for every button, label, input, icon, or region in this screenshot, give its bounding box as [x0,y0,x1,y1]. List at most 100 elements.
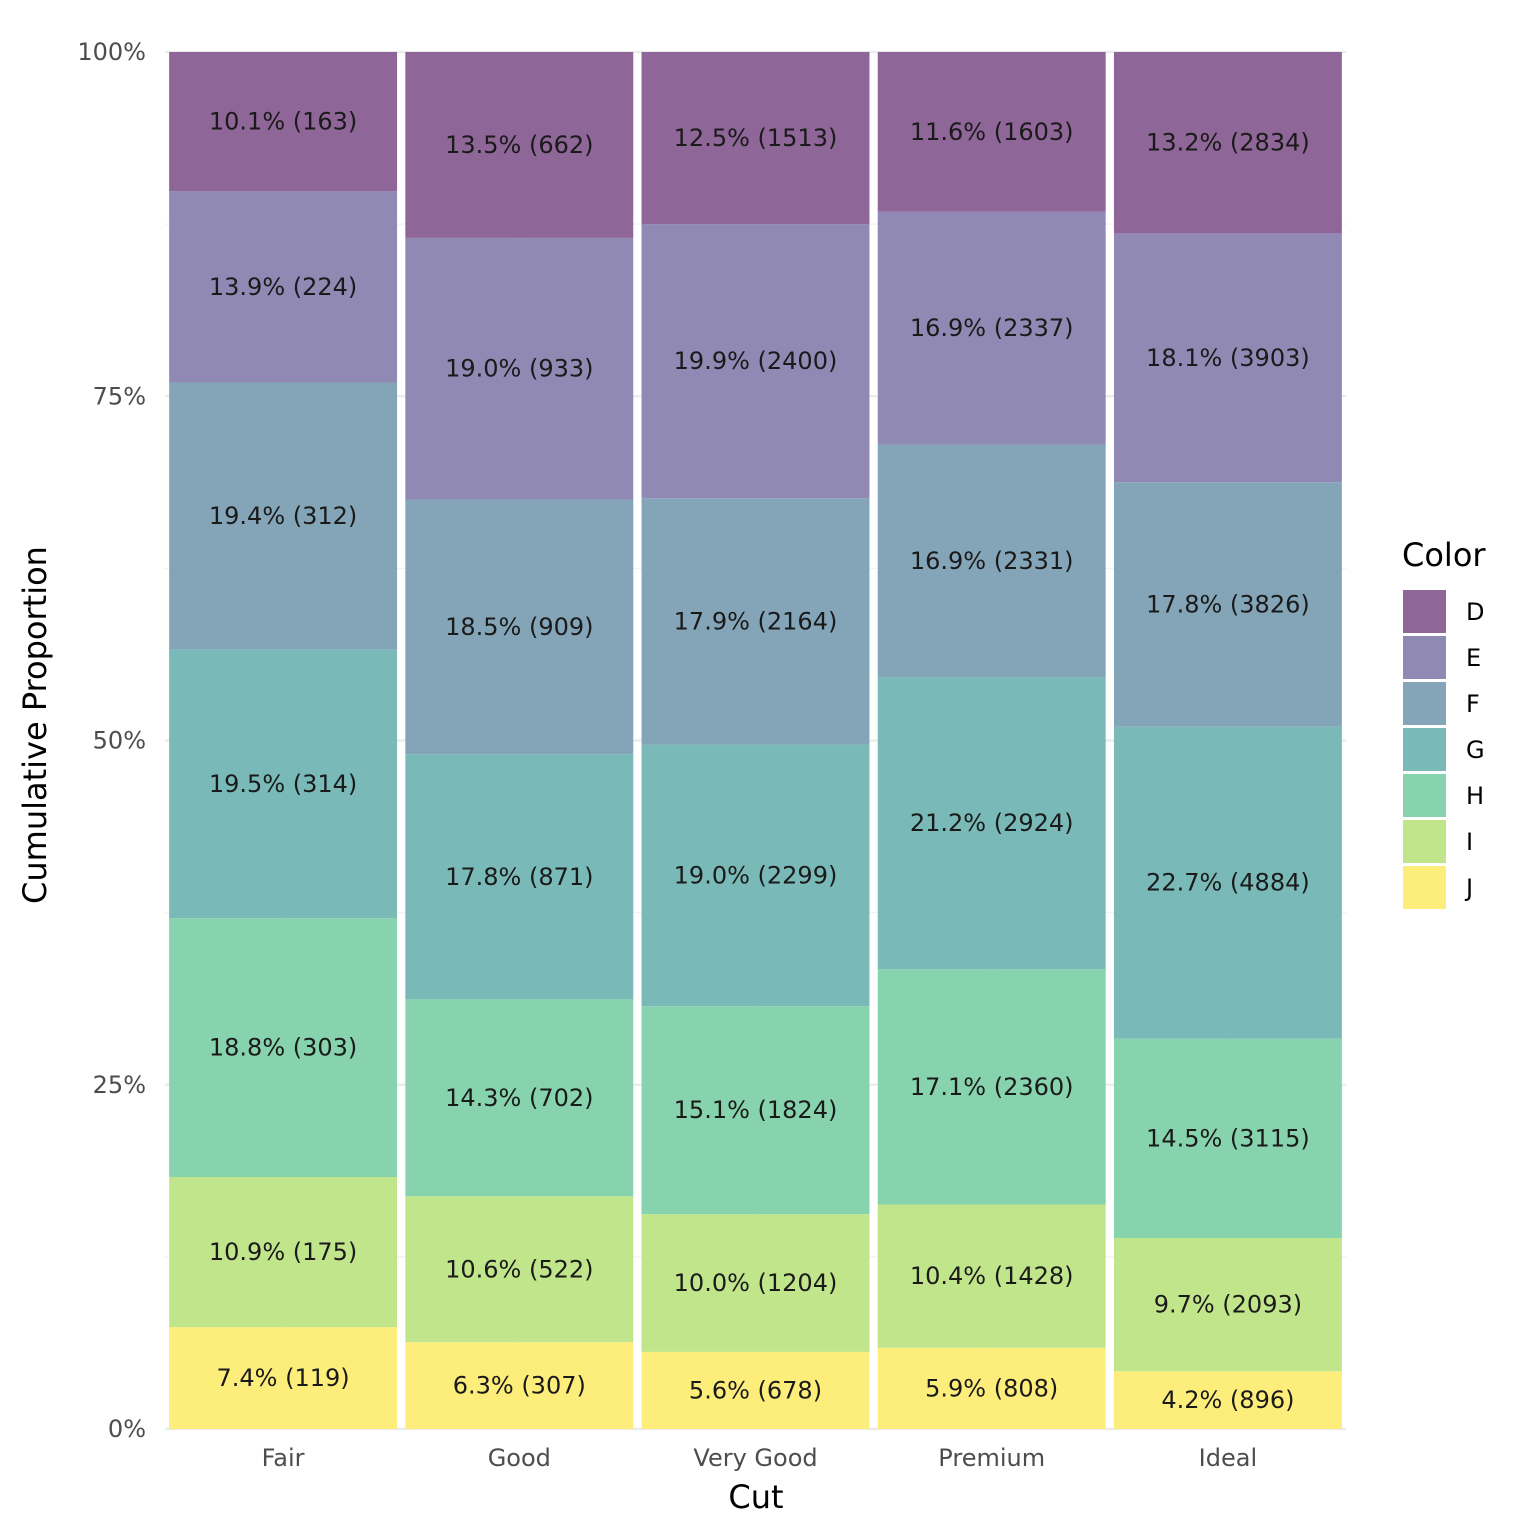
bar-segment-h [169,918,398,1178]
x-axis-title: Cut [728,1478,783,1516]
bar-segment-d [1113,52,1342,234]
legend-label: J [1464,874,1473,902]
bar-segment-i [641,1214,870,1352]
legend-label: G [1466,736,1485,764]
bar-segment-h [1113,1038,1342,1238]
bar-segment-j [169,1327,398,1429]
legend-label: H [1466,782,1484,810]
x-tick-label: Good [488,1444,551,1472]
x-axis: Fair Good Very Good Premium Ideal [262,1444,1257,1472]
bar-segment-g [877,677,1106,970]
y-axis-title: Cumulative Proportion [16,546,54,904]
bar-segment-g [169,649,398,919]
y-tick-label: 50% [93,727,146,755]
segment-label: 5.6% (678) [689,1376,822,1404]
segment-label: 10.6% (522) [445,1255,593,1283]
bar-segment-h [877,969,1106,1205]
bar-segment-h [641,1006,870,1215]
segment-label: 6.3% (307) [453,1372,586,1400]
bar-segment-i [1113,1237,1342,1372]
segment-label: 13.2% (2834) [1146,129,1310,157]
segment-label: 18.5% (909) [445,613,593,641]
y-axis: 0% 25% 50% 75% 100% [77,38,146,1443]
segment-label: 16.9% (2331) [910,547,1074,575]
bar-segment-i [405,1196,634,1343]
bar-segment-g [1113,726,1342,1039]
y-tick-label: 0% [108,1415,146,1443]
legend-label: D [1466,598,1484,626]
bars [169,52,1342,1429]
bar-segment-e [405,237,634,500]
legend-label: I [1466,828,1473,856]
bar-segment-e [877,211,1106,445]
segment-label: 10.1% (163) [209,108,357,136]
segment-label: 17.9% (2164) [674,607,838,635]
bar-segment-j [405,1342,634,1429]
bar-segment-i [877,1204,1106,1348]
segment-label: 13.9% (224) [209,273,357,301]
y-tick-label: 75% [93,382,146,410]
segment-label: 19.0% (933) [445,355,593,383]
segment-labels: 7.4% (119) 10.9% (175) 18.8% (303) 19.5% (3… [209,108,1310,1415]
segment-label: 5.9% (808) [925,1374,1058,1402]
segment-label: 22.7% (4884) [1146,869,1310,897]
bar-segment-g [641,744,870,1007]
segment-label: 12.5% (1513) [674,124,838,152]
segment-label: 14.5% (3115) [1146,1124,1310,1152]
legend-label: E [1466,644,1481,672]
bar-segment-e [1113,233,1342,483]
bar-segment-d [405,52,634,238]
legend-swatch-d [1403,590,1446,633]
x-tick-label: Fair [262,1444,305,1472]
segment-label: 18.8% (303) [209,1034,357,1062]
segment-label: 19.5% (314) [209,770,357,798]
bar-segment-j [877,1347,1106,1429]
legend-swatch-e [1403,636,1446,679]
legend-swatch-h [1403,774,1446,817]
segment-label: 17.1% (2360) [910,1073,1074,1101]
segment-label: 17.8% (871) [445,863,593,891]
segment-label: 19.9% (2400) [674,347,838,375]
bar-segment-g [405,754,634,1000]
segment-label: 17.8% (3826) [1146,590,1310,618]
bar-segment-e [169,191,398,383]
bar-segment-d [169,52,398,192]
segment-label: 10.9% (175) [209,1238,357,1266]
bar-segment-i [169,1177,398,1328]
bar-segment-d [641,52,870,225]
legend-title: Color [1402,536,1486,574]
bar-segment-d [877,52,1106,212]
x-tick-label: Premium [938,1444,1045,1472]
y-tick-label: 100% [77,38,146,66]
legend-swatch-j [1403,866,1446,909]
segment-label: 18.1% (3903) [1146,344,1310,372]
segment-label: 21.2% (2924) [910,809,1074,837]
segment-label: 9.7% (2093) [1154,1291,1302,1319]
segment-label: 10.4% (1428) [910,1262,1074,1290]
segment-label: 16.9% (2337) [910,314,1074,342]
x-tick-label: Very Good [693,1444,817,1472]
legend-swatch-i [1403,820,1446,863]
bar-segment-f [641,498,870,745]
segment-label: 14.3% (702) [445,1084,593,1112]
segment-label: 4.2% (896) [1161,1386,1294,1414]
segment-label: 15.1% (1824) [674,1096,838,1124]
bar-segment-e [641,224,870,499]
bar-segment-h [405,999,634,1197]
segment-label: 19.0% (2299) [674,861,838,889]
x-tick-label: Ideal [1199,1444,1257,1472]
segment-label: 11.6% (1603) [910,118,1074,146]
bar-segment-f [1113,482,1342,727]
legend-swatch-f [1403,682,1446,725]
bar-segment-f [405,499,634,755]
segment-label: 7.4% (119) [217,1364,350,1392]
legend-swatch-g [1403,728,1446,771]
segment-label: 19.4% (312) [209,502,357,530]
segment-label: 13.5% (662) [445,131,593,159]
y-tick-label: 25% [93,1071,146,1099]
bar-segment-f [169,382,398,650]
bar-segment-j [1113,1371,1342,1429]
